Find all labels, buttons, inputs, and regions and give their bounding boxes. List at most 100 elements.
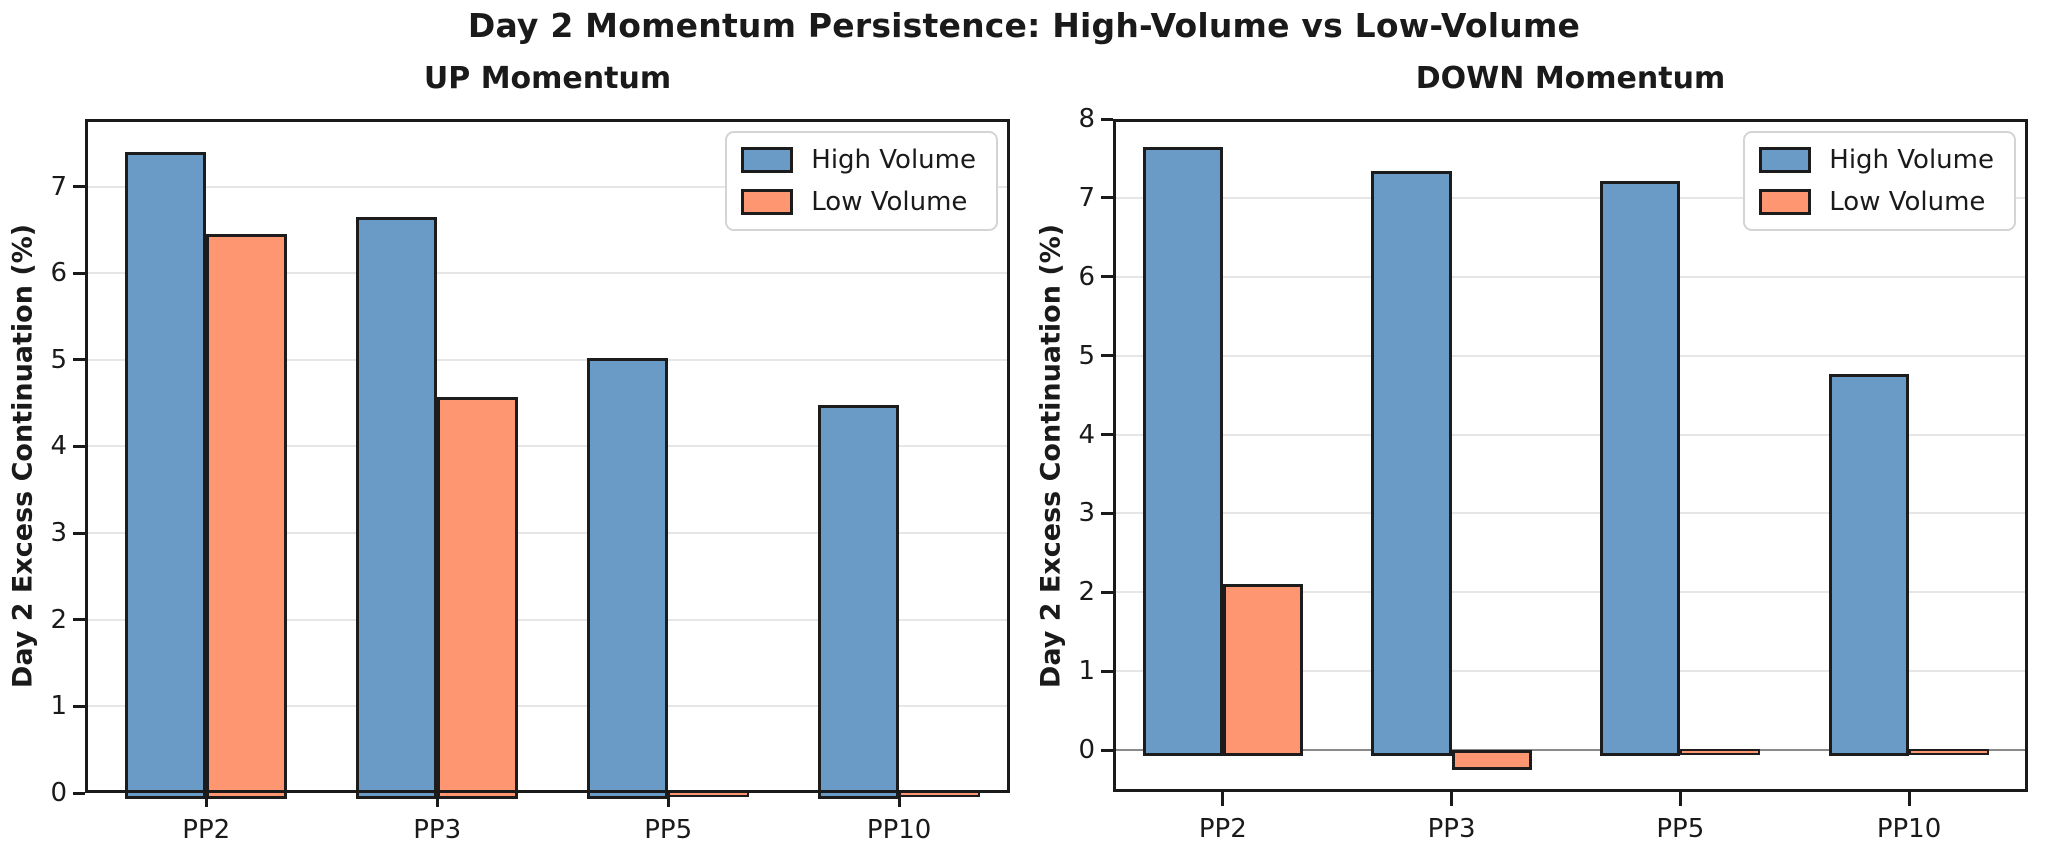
- plot-area-down: 0 1 2 3 4 5 6 7 8 PP2 PP3 PP5 PP10: [1078, 104, 2028, 844]
- bar-down-momentum-pp3-high-volume: [1371, 171, 1452, 757]
- y-tick-label: 3: [50, 518, 67, 549]
- x-tick-mark: [435, 793, 439, 807]
- low-volume-swatch: [741, 189, 794, 215]
- subplot-title-up: UP Momentum: [423, 61, 672, 96]
- bar-down-momentum-pp10-low-volume: [1909, 748, 1990, 755]
- y-tick-mark: [1101, 354, 1113, 358]
- legend-item-low-volume: Low Volume: [1759, 187, 1994, 217]
- x-tick-label-pp5: PP5: [1656, 814, 1705, 844]
- bar-up-momentum-pp3-low-volume: [437, 397, 519, 799]
- plot-area-up: 0 1 2 3 4 5 6 7 PP2 PP3 PP5 PP10: [50, 119, 1010, 845]
- y-tick-mark: [73, 618, 85, 622]
- bar-up-momentum-pp2-high-volume: [125, 151, 207, 799]
- gridline-y3: [1113, 512, 2028, 515]
- y-tick-mark: [1101, 117, 1113, 121]
- y-tick-label: 3: [1078, 498, 1095, 529]
- bar-down-momentum-pp2-high-volume: [1142, 147, 1223, 757]
- y-tick-label: 4: [1078, 419, 1095, 450]
- y-tick-label: 5: [1078, 340, 1095, 371]
- legend-label-high-volume: High Volume: [1829, 145, 1994, 175]
- legend-label-high-volume: High Volume: [811, 145, 976, 175]
- x-tick-mark: [666, 793, 670, 807]
- y-tick-label: 1: [50, 691, 67, 722]
- y-tick-mark: [73, 704, 85, 708]
- bar-down-momentum-pp2-low-volume: [1222, 584, 1303, 757]
- high-volume-swatch: [741, 147, 794, 173]
- bar-up-momentum-pp3-high-volume: [356, 216, 438, 799]
- x-tick-mark: [1678, 792, 1682, 806]
- gridline-y2: [85, 618, 1010, 621]
- high-volume-swatch: [1759, 147, 1812, 173]
- y-tick-mark: [73, 791, 85, 795]
- gridline-y6: [1113, 275, 2028, 278]
- gridline-y7: [1113, 196, 2028, 199]
- gridline-y4: [85, 445, 1010, 448]
- legend-item-low-volume: Low Volume: [741, 187, 976, 217]
- x-tick-mark: [897, 793, 901, 807]
- gridline-y3: [85, 532, 1010, 535]
- y-tick-mark: [1101, 196, 1113, 200]
- bar-up-momentum-pp2-low-volume: [206, 234, 288, 799]
- y-tick-mark: [1101, 748, 1113, 752]
- x-tick-label-pp10: PP10: [1876, 814, 1942, 844]
- x-tick-mark: [1450, 792, 1454, 806]
- y-tick-mark: [73, 271, 85, 275]
- up-momentum-axes: UP Momentum Day 2 Excess Continuation (%…: [8, 61, 1010, 845]
- legend-item-high-volume: High Volume: [741, 145, 976, 175]
- zero-line: [1113, 749, 2028, 752]
- x-tick-label-pp10: PP10: [866, 815, 932, 845]
- y-tick-label: 8: [1078, 104, 1095, 134]
- y-tick-label: 0: [1078, 735, 1095, 766]
- y-tick-mark: [73, 531, 85, 535]
- y-tick-mark: [73, 185, 85, 189]
- bar-up-momentum-pp5-high-volume: [587, 358, 669, 799]
- gridline-y1: [1113, 670, 2028, 673]
- y-tick-mark: [1101, 433, 1113, 437]
- x-tick-mark: [1221, 792, 1225, 806]
- legend-up: High Volume Low Volume: [725, 131, 998, 231]
- bar-up-momentum-pp10-high-volume: [818, 404, 900, 799]
- bar-down-momentum-pp10-high-volume: [1828, 373, 1910, 757]
- y-tick-label: 4: [50, 431, 67, 462]
- gridline-y1: [85, 705, 1010, 708]
- gridline-y5: [1113, 354, 2028, 357]
- low-volume-swatch: [1759, 189, 1812, 215]
- bar-down-momentum-pp5-low-volume: [1680, 748, 1761, 755]
- bar-down-momentum-pp3-low-volume: [1451, 750, 1532, 771]
- bar-down-momentum-pp5-high-volume: [1600, 181, 1681, 757]
- x-tick-label-pp2: PP2: [182, 815, 231, 845]
- bar-up-momentum-pp5-low-volume: [668, 791, 749, 798]
- x-tick-mark: [204, 793, 208, 807]
- legend-down: High Volume Low Volume: [1743, 131, 2016, 231]
- y-tick-label: 1: [1078, 656, 1095, 687]
- y-tick-label: 5: [50, 344, 67, 375]
- gridline-y5: [85, 358, 1010, 361]
- y-tick-mark: [73, 358, 85, 362]
- figure-title: Day 2 Momentum Persistence: High-Volume …: [467, 6, 1581, 45]
- x-tick-label-pp3: PP3: [1427, 814, 1476, 844]
- legend-label-low-volume: Low Volume: [1829, 187, 1986, 217]
- y-tick-label: 0: [50, 778, 67, 808]
- x-tick-label-pp2: PP2: [1198, 814, 1247, 844]
- gridline-y4: [1113, 433, 2028, 436]
- x-tick-mark: [1907, 792, 1911, 806]
- bar-up-momentum-pp10-low-volume: [899, 791, 980, 798]
- subplot-title-down: DOWN Momentum: [1415, 61, 1726, 96]
- y-tick-mark: [1101, 590, 1113, 594]
- y-tick-label: 6: [50, 258, 67, 289]
- y-tick-label: 2: [50, 604, 67, 635]
- y-tick-mark: [1101, 511, 1113, 515]
- gridline-y6: [85, 272, 1010, 275]
- legend-item-high-volume: High Volume: [1759, 145, 1994, 175]
- x-tick-label-pp5: PP5: [644, 815, 693, 845]
- y-tick-mark: [1101, 275, 1113, 279]
- down-momentum-axes: DOWN Momentum Day 2 Excess Continuation …: [1036, 61, 2028, 844]
- y-tick-label: 2: [1078, 577, 1095, 608]
- gridline-y7: [85, 185, 1010, 188]
- y-tick-mark: [73, 444, 85, 448]
- y-tick-label: 7: [1078, 182, 1095, 213]
- y-tick-mark: [1101, 669, 1113, 673]
- x-tick-label-pp3: PP3: [413, 815, 462, 845]
- y-tick-label: 6: [1078, 261, 1095, 292]
